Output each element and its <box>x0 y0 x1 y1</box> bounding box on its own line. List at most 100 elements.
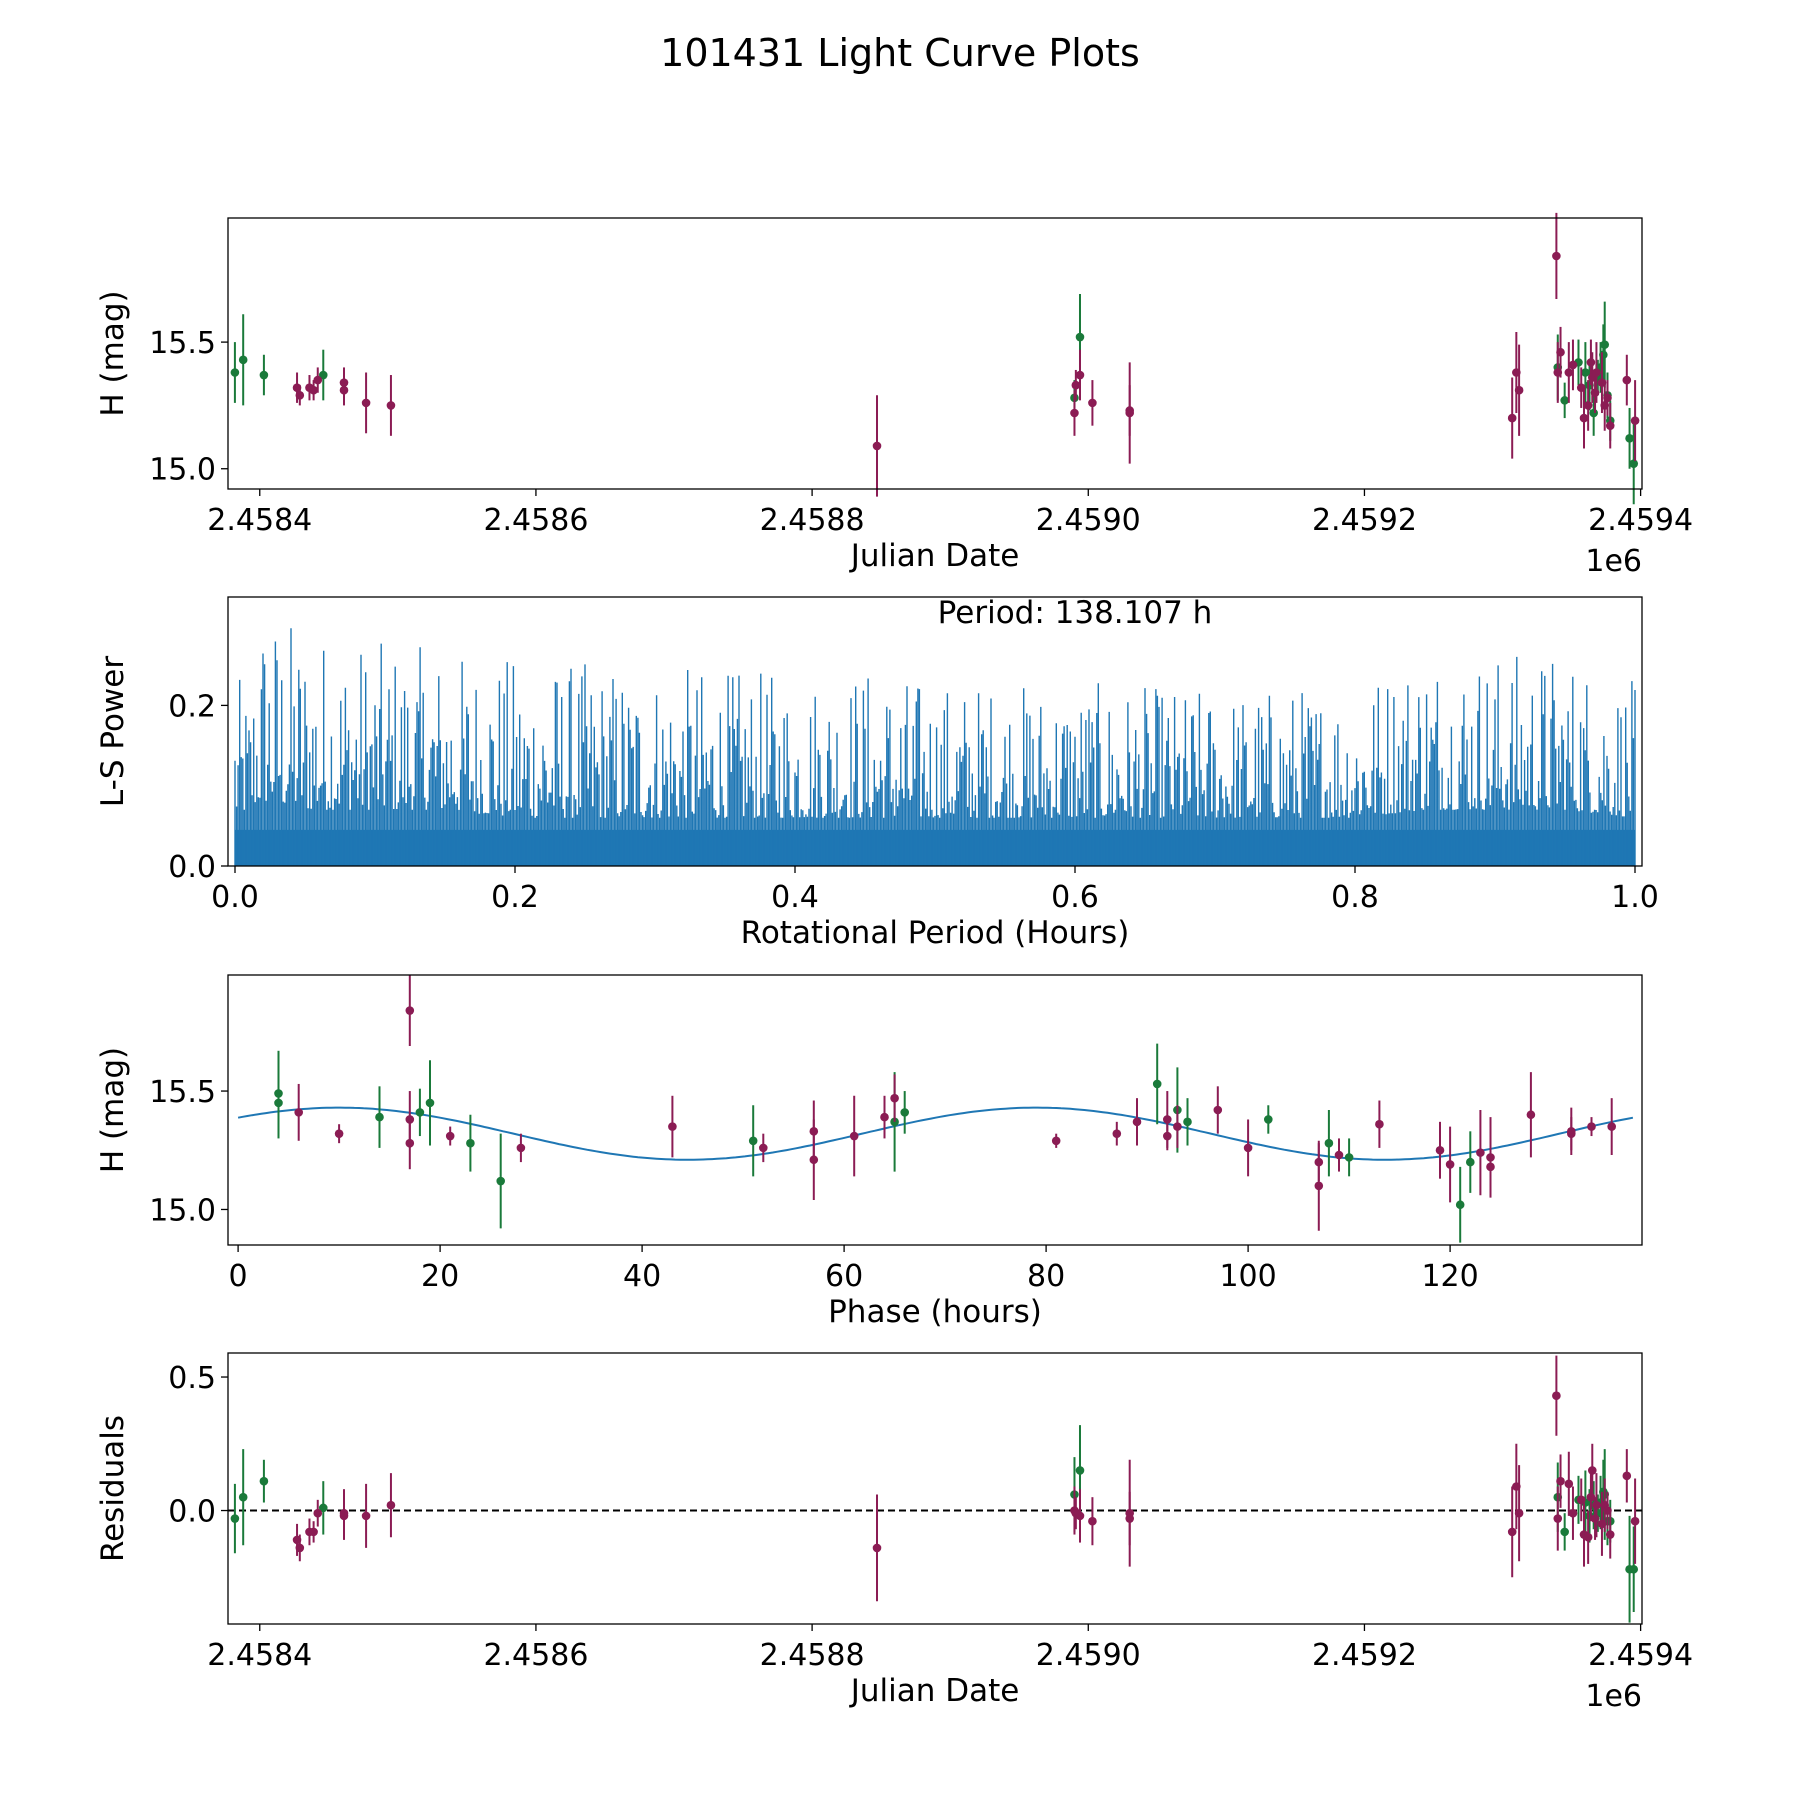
lightcurve-point-g <box>1600 340 1610 349</box>
lightcurve-point-r <box>1564 368 1574 377</box>
residuals-x-tick-label: 2.4590 <box>1036 1638 1141 1673</box>
lightcurve-point-r <box>386 401 396 410</box>
periodogram-x-tick-label: 0.0 <box>211 880 259 915</box>
lightcurve-point-r <box>1514 385 1524 395</box>
periodogram-x-tick-label: 0.8 <box>1331 880 1379 915</box>
phased-point-r <box>1375 1119 1384 1129</box>
lightcurve-y-tick-label: 15.0 <box>149 453 216 488</box>
periodogram-x-tick-label: 0.6 <box>1051 880 1099 915</box>
residuals-x-label: Julian Date <box>849 1673 1020 1709</box>
phased-point-r <box>516 1143 526 1153</box>
phased-point-r <box>1435 1145 1445 1155</box>
phased-point-g <box>425 1098 435 1108</box>
residuals-point-r <box>1568 1508 1578 1518</box>
lightcurve-point-r <box>872 441 882 451</box>
residuals-point-r <box>1553 1514 1563 1523</box>
residuals-y-ticks: 0.5 0.0 <box>168 1361 228 1530</box>
residuals-point-r <box>1125 1508 1135 1518</box>
phased-point-g <box>1152 1079 1162 1089</box>
residuals-axes-frame <box>227 1352 1643 1625</box>
periodogram-power-line <box>234 628 1636 866</box>
residuals-data-layer <box>228 1355 1642 1623</box>
phased-x-label: Phase (hours) <box>828 1294 1042 1330</box>
residuals-panel: 2.4584 2.4586 2.4588 2.4590 2.4592 2.4594 0.5… <box>95 1352 1693 1714</box>
phased-x-tick-label: 0 <box>229 1259 248 1294</box>
residuals-point-r <box>361 1511 371 1521</box>
phased-point-r <box>334 1129 344 1138</box>
phased-x-tick-label: 100 <box>1219 1259 1276 1294</box>
phased-y-tick-label: 15.5 <box>149 1075 216 1110</box>
phased-x-tick-label: 20 <box>421 1259 459 1294</box>
periodogram-x-ticks: 0.0 0.2 0.4 0.6 0.8 1.0 <box>211 866 1659 915</box>
lightcurve-point-r <box>1075 370 1085 380</box>
phased-point-r <box>1213 1105 1223 1115</box>
residuals-point-r <box>1564 1479 1574 1489</box>
lightcurve-x-label: Julian Date <box>849 538 1020 574</box>
periodogram-panel: 0.0 0.2 0.4 0.6 0.8 1.0 0.0 0.2 Rotational Per… <box>95 595 1659 951</box>
phased-point-r <box>1526 1110 1536 1120</box>
phased-point-g <box>748 1136 758 1146</box>
periodogram-axes-frame <box>227 596 1643 867</box>
phased-axes-frame <box>227 974 1643 1246</box>
lightcurve-x-ticks: 2.4584 2.4586 2.4588 2.4590 2.4592 2.4594 <box>207 489 1693 538</box>
phased-point-r <box>294 1108 304 1117</box>
phased-point-r <box>890 1093 899 1103</box>
lightcurve-point-r <box>1071 380 1081 390</box>
residuals-y-tick-label: 0.0 <box>168 1495 216 1530</box>
lightcurve-x-tick-label: 2.4584 <box>207 503 312 538</box>
lightcurve-point-g <box>230 368 240 377</box>
phased-point-g <box>415 1108 425 1117</box>
lightcurve-point-r <box>1556 347 1565 357</box>
residuals-point-r <box>1075 1511 1085 1521</box>
lightcurve-point-g <box>1560 396 1569 405</box>
phased-y-tick-label: 15.0 <box>149 1193 216 1228</box>
lightcurve-point-r <box>1622 375 1632 385</box>
residuals-x-tick-label: 2.4592 <box>1312 1638 1417 1673</box>
lightcurve-point-r <box>313 375 323 385</box>
phased-point-g <box>1466 1157 1475 1167</box>
phased-y-label: H (mag) <box>95 1047 131 1173</box>
phased-point-r <box>759 1143 768 1153</box>
periodogram-y-tick-label: 0.2 <box>168 689 216 724</box>
residuals-point-g <box>318 1503 328 1513</box>
phased-point-g <box>900 1108 909 1117</box>
lightcurve-x-tick-label: 2.4586 <box>483 503 588 538</box>
residuals-point-g <box>1629 1564 1639 1574</box>
residuals-point-g <box>1560 1527 1569 1537</box>
lightcurve-point-r <box>1590 388 1600 398</box>
phased-point-r <box>1567 1129 1576 1138</box>
residuals-point-r <box>313 1508 323 1518</box>
phased-y-ticks: 15.0 15.5 <box>149 1075 228 1228</box>
residuals-point-r <box>1622 1471 1632 1481</box>
phased-panel: 0 20 40 60 80 100 120 15.0 15.5 Phase (hours) H… <box>95 974 1643 1330</box>
lightcurve-point-r <box>1507 413 1517 423</box>
phased-point-g <box>466 1138 475 1148</box>
phased-point-g <box>274 1089 283 1098</box>
residuals-point-r <box>1586 1492 1596 1502</box>
residuals-point-g <box>1075 1466 1085 1475</box>
lightcurve-point-g <box>1589 408 1598 418</box>
lightcurve-point-r <box>1552 251 1561 261</box>
periodogram-x-label: Rotational Period (Hours) <box>741 915 1130 951</box>
phased-point-g <box>375 1112 384 1122</box>
lightcurve-axes-frame <box>227 217 1643 490</box>
lightcurve-x-tick-label: 2.4594 <box>1588 503 1693 538</box>
lightcurve-point-r <box>1088 398 1097 408</box>
residuals-point-r <box>295 1543 305 1553</box>
residuals-x-offset-label: 1e6 <box>1585 1679 1642 1714</box>
lightcurve-x-offset-label: 1e6 <box>1585 544 1642 579</box>
lightcurve-point-r <box>1630 416 1640 425</box>
phased-point-r <box>1445 1160 1455 1169</box>
residuals-point-r <box>872 1543 882 1553</box>
phased-x-tick-label: 120 <box>1421 1259 1478 1294</box>
phased-point-r <box>1334 1150 1344 1160</box>
phased-point-g <box>1455 1200 1465 1210</box>
lightcurve-point-g <box>238 355 248 365</box>
lightcurve-point-r <box>1070 408 1079 418</box>
lightcurve-data-layer <box>230 212 1640 505</box>
phased-point-r <box>880 1112 889 1122</box>
phased-point-r <box>1163 1115 1172 1124</box>
phased-x-tick-label: 40 <box>623 1259 661 1294</box>
residuals-point-g <box>230 1514 240 1523</box>
